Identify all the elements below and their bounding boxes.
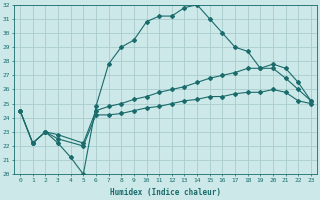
X-axis label: Humidex (Indice chaleur): Humidex (Indice chaleur) xyxy=(110,188,221,197)
